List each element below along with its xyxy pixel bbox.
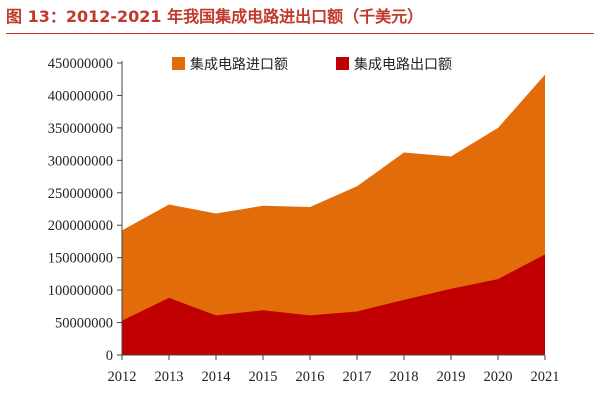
x-tick-label: 2021 [531,369,560,385]
y-tick-label: 150000000 [48,251,113,267]
legend-label-1: 集成电路出口额 [354,56,452,73]
x-tick-label: 2013 [155,369,184,385]
title-divider [6,33,594,34]
legend-label-0: 集成电路进口额 [190,56,288,73]
area-series-1 [122,254,545,355]
x-tick-label: 2020 [484,369,513,385]
x-tick-label: 2018 [390,369,419,385]
x-tick-label: 2012 [108,369,137,385]
x-tick-label: 2016 [296,369,325,385]
y-tick-label: 100000000 [48,283,113,299]
y-tick-label: 250000000 [48,186,113,202]
x-tick-label: 2015 [249,369,278,385]
y-tick-label: 200000000 [48,218,113,234]
legend-swatch-1 [336,57,349,70]
y-tick-label: 300000000 [48,153,113,169]
y-tick-label: 400000000 [48,88,113,104]
area-series-0 [122,74,545,356]
x-tick-label: 2014 [202,369,232,385]
y-tick-label: 0 [106,348,113,364]
x-tick-label: 2019 [437,369,466,385]
page-title: 图 13：2012-2021 年我国集成电路进出口额（千美元） [6,7,424,26]
legend-swatch-0 [172,57,185,70]
y-tick-label: 350000000 [48,121,113,137]
y-tick-label: 450000000 [48,56,113,72]
y-tick-label: 50000000 [55,316,113,332]
x-tick-label: 2017 [343,369,372,385]
